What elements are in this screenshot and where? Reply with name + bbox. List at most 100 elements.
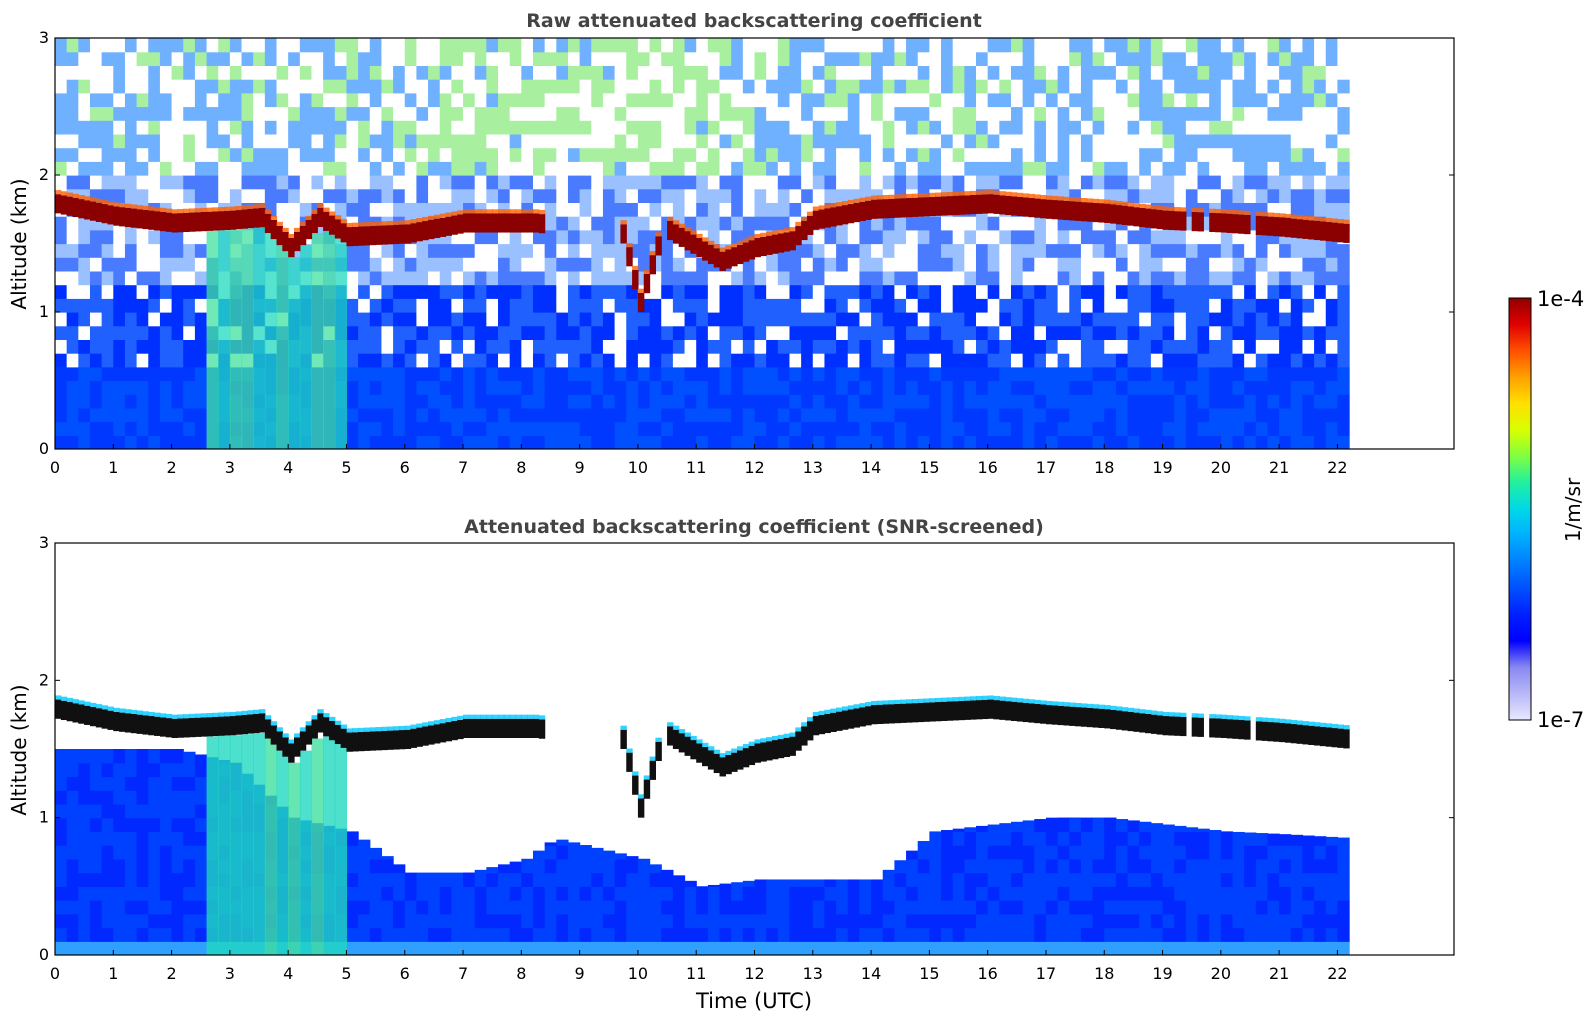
cloud-layer-segment	[527, 213, 534, 233]
cloud-layer-edge	[900, 194, 907, 199]
heatmap-cell	[1022, 216, 1035, 231]
heatmap-cell	[999, 339, 1012, 354]
heatmap-cell	[929, 858, 942, 874]
heatmap-cell	[929, 92, 942, 108]
heatmap-cell	[486, 120, 499, 135]
heatmap-cell	[183, 872, 196, 887]
heatmap-cell	[451, 243, 464, 258]
heatmap-cell	[859, 65, 872, 80]
heatmap-cell	[731, 133, 744, 149]
heatmap-cell	[428, 913, 441, 929]
cloud-layer-edge	[142, 711, 149, 716]
heatmap-cell	[311, 120, 324, 135]
heatmap-cell	[171, 270, 184, 286]
heatmap-cell	[55, 79, 68, 94]
heatmap-cell	[591, 79, 604, 94]
heatmap-cell	[369, 339, 383, 354]
heatmap-cell	[859, 380, 872, 395]
heatmap-cell	[789, 941, 802, 955]
heatmap-cell	[964, 380, 977, 395]
cloud-layer-segment	[288, 238, 295, 258]
heatmap-cell	[1197, 120, 1210, 135]
cloud-layer-edge	[363, 727, 371, 732]
heatmap-cell	[381, 380, 394, 395]
heatmap-cell	[1092, 298, 1105, 313]
heatmap-cell	[428, 394, 441, 409]
heatmap-cell	[358, 325, 371, 340]
heatmap-cell	[1034, 421, 1047, 436]
heatmap-cell	[171, 51, 184, 66]
heatmap-cell	[812, 394, 826, 409]
heatmap-cell	[1174, 161, 1187, 176]
heatmap-cell	[894, 147, 907, 162]
heatmap-cell	[124, 380, 138, 395]
heatmap-cell	[1104, 353, 1117, 368]
heatmap-cell	[941, 325, 954, 340]
heatmap-cell	[591, 133, 604, 149]
heatmap-cell	[1034, 831, 1047, 846]
heatmap-cell	[836, 161, 849, 176]
heatmap-cell	[544, 161, 557, 176]
heatmap-cell	[498, 886, 511, 901]
heatmap-cell	[1244, 65, 1257, 80]
heatmap-cell	[556, 886, 569, 901]
cloud-layer-segment	[136, 714, 144, 734]
heatmap-cell	[917, 243, 930, 258]
heatmap-cell	[672, 366, 686, 382]
heatmap-cell	[1115, 858, 1129, 874]
heatmap-cell	[1197, 927, 1210, 942]
heatmap-cell	[696, 65, 709, 80]
heatmap-cell	[1290, 886, 1304, 901]
heatmap-cell	[1115, 243, 1129, 258]
cloud-layer-segment	[66, 702, 74, 722]
cloud-layer-segment	[375, 731, 383, 751]
cloud-layer-segment	[334, 724, 342, 745]
heatmap-cell	[288, 216, 301, 231]
heatmap-cell	[929, 941, 942, 955]
heatmap-cell	[941, 858, 954, 874]
heatmap-cell	[917, 284, 930, 299]
heatmap-cell	[871, 120, 884, 135]
heatmap-cell	[882, 394, 895, 409]
heatmap-cell	[358, 872, 371, 887]
heatmap-cell	[1255, 845, 1269, 860]
heatmap-cell	[964, 872, 977, 887]
heatmap-cell	[509, 65, 522, 80]
heatmap-cell	[789, 65, 802, 80]
heatmap-cell	[999, 394, 1012, 409]
heatmap-cell	[463, 284, 476, 299]
heatmap-cell	[952, 913, 965, 929]
heatmap-cell	[1255, 927, 1269, 942]
heatmap-cell	[101, 790, 114, 805]
heatmap-cell	[777, 421, 791, 436]
heatmap-cell	[346, 312, 359, 327]
heatmap-cell	[451, 284, 464, 299]
heatmap-cell	[78, 817, 91, 832]
heatmap-cell	[1057, 120, 1070, 135]
heatmap-cell	[463, 175, 476, 190]
heatmap-cell	[404, 92, 418, 108]
cloud-layer-segment	[264, 213, 272, 234]
heatmap-cell	[579, 270, 592, 286]
heatmap-cell	[55, 51, 68, 66]
heatmap-cell	[1255, 298, 1269, 313]
heatmap-cell	[1010, 175, 1024, 190]
heatmap-cell	[766, 879, 779, 887]
heatmap-cell	[159, 435, 173, 449]
heatmap-cell	[836, 147, 849, 162]
heatmap-cell	[1279, 38, 1292, 53]
heatmap-cell	[439, 147, 452, 162]
heatmap-cell	[521, 284, 534, 299]
heatmap-cell	[789, 79, 802, 94]
heatmap-cell	[567, 941, 581, 955]
heatmap-cell	[311, 79, 324, 94]
cloud-layer-segment	[340, 728, 348, 748]
heatmap-cell	[952, 407, 965, 423]
heatmap-cell	[556, 913, 569, 929]
heatmap-cell	[358, 38, 371, 53]
heatmap-cell	[661, 380, 674, 395]
cloud-layer-segment	[1127, 206, 1134, 226]
heatmap-cell	[777, 927, 791, 942]
heatmap-cell	[1080, 927, 1094, 942]
cloud-layer-edge	[1232, 210, 1239, 215]
